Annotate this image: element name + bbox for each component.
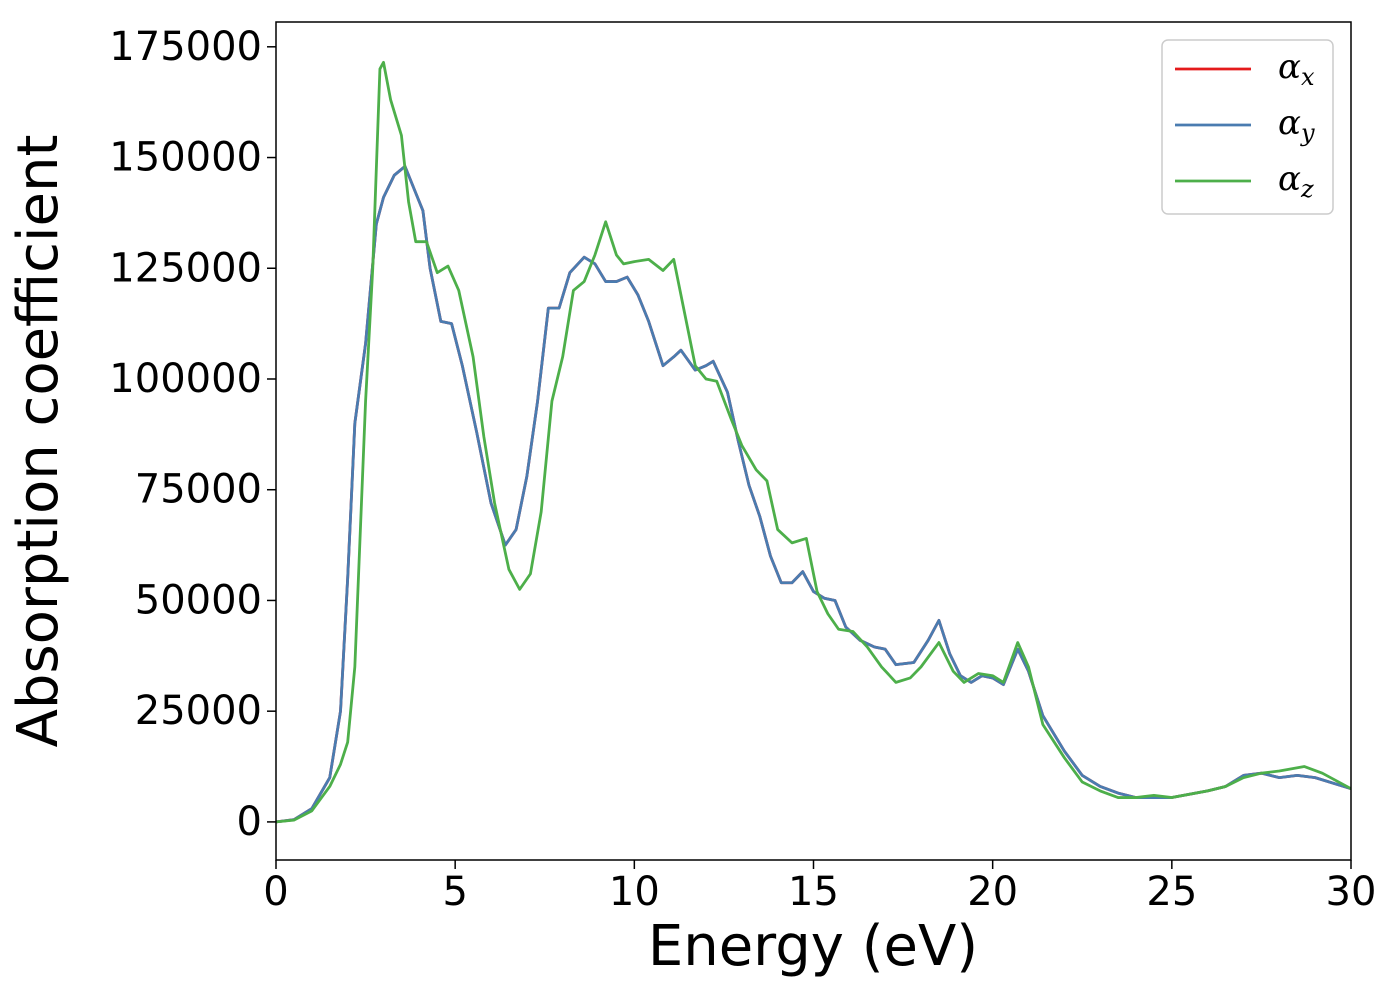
x-tick-label: 30 [1326,869,1377,915]
x-tick-label: 5 [442,869,467,915]
x-axis-label: Energy (eV) [648,914,978,979]
y-tick-label: 175000 [109,24,262,70]
series-line [276,60,1351,824]
legend-label: αx [1278,47,1315,91]
x-tick-label: 20 [967,869,1018,915]
lines [276,60,1351,824]
legend-box [1161,39,1334,215]
y-tick-label: 100000 [109,356,262,402]
legend-label: αy [1278,103,1315,147]
y-tick-label: 50000 [135,577,262,623]
y-tick-label: 125000 [109,245,262,291]
x-tick-label: 25 [1146,869,1197,915]
y-tick-label: 150000 [109,135,262,181]
x-tick-label: 0 [263,869,288,915]
legend-label: αz [1278,159,1314,203]
x-tick-label: 10 [609,869,660,915]
y-tick-label: 25000 [135,688,262,734]
y-tick-label: 0 [237,799,262,845]
y-axis-label: Absorption coefficient [6,135,71,748]
x-tick-label: 15 [788,869,839,915]
y-tick-label: 75000 [135,467,262,513]
series-line [276,164,1351,824]
